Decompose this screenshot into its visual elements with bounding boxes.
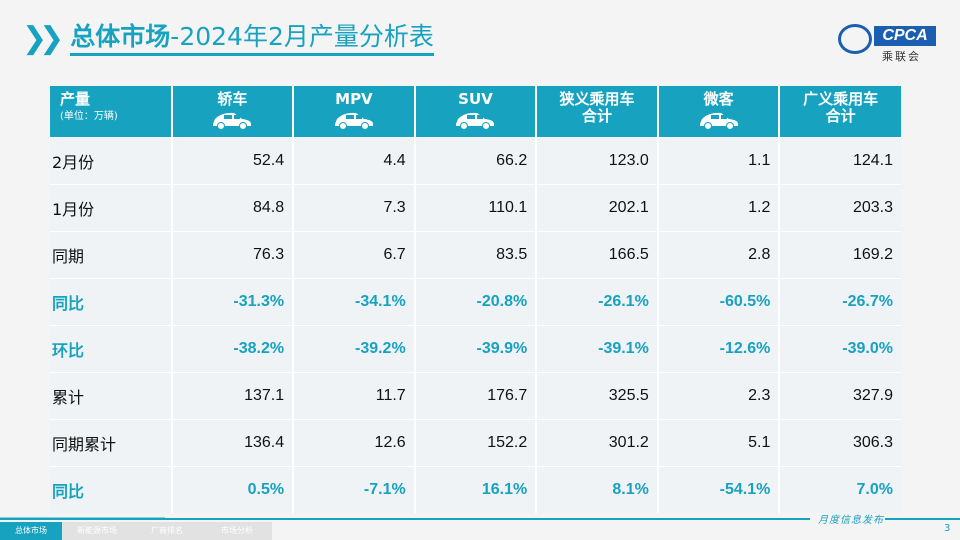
row-label: 同比 — [50, 466, 172, 513]
table-cell: 16.1% — [413, 466, 537, 513]
table-cell: -26.7% — [778, 278, 901, 326]
mpv-icon — [294, 110, 414, 130]
table-row: 累计 137.1 11.7 176.7 325.5 2.3 327.9 — [50, 372, 901, 420]
table-cell: -38.2% — [170, 325, 294, 373]
title-rest: -2024年2月产量分析表 — [170, 22, 434, 51]
table-cell: 6.7 — [292, 231, 415, 279]
table-cell: -26.1% — [535, 278, 658, 326]
table-cell: 152.2 — [413, 419, 537, 467]
publish-label: 月度信息发布 — [818, 515, 884, 526]
title-bold: 总体市场 — [70, 22, 171, 51]
table-cell: -39.9% — [413, 325, 537, 373]
suv-icon — [416, 110, 536, 130]
table-cell: 76.3 — [170, 231, 294, 279]
table-row: 同比 -31.3% -34.1% -20.8% -26.1% -60.5% -26.7% — [50, 278, 901, 326]
row-label: 同比 — [50, 278, 172, 326]
table-row: 环比 -38.2% -39.2% -39.9% -39.1% -12.6% -39.0% — [50, 325, 901, 373]
footer-tab[interactable]: 总体市场 — [0, 522, 62, 540]
production-table: 产量 (单位：万辆) 轿车 MPV SUV 狭义乘用车 合计 微客 广义乘用车 合计 2月份… — [50, 86, 901, 513]
column-header: MPV — [292, 86, 415, 138]
row-label: 同期累计 — [50, 419, 172, 467]
table-cell: 123.0 — [535, 137, 658, 185]
footer-tab[interactable]: 厂商排名 — [132, 522, 202, 540]
table-cell: 137.1 — [170, 372, 294, 420]
row-label: 环比 — [50, 325, 172, 373]
table-cell: 4.4 — [292, 137, 415, 185]
table-cell: 7.3 — [292, 184, 415, 232]
table-cell: -39.0% — [778, 325, 901, 373]
column-header: 广义乘用车 合计 — [778, 86, 901, 138]
table-cell: -31.3% — [170, 278, 294, 326]
table-cell: 202.1 — [535, 184, 658, 232]
table-cell: 306.3 — [778, 419, 901, 467]
footer-tab[interactable]: 市场分析 — [202, 522, 272, 540]
table-cell: 325.5 — [535, 372, 658, 420]
minivan-icon — [659, 110, 779, 130]
table-cell: 83.5 — [413, 231, 537, 279]
corner-header: 产量 (单位：万辆) — [50, 86, 172, 138]
row-label: 累计 — [50, 372, 172, 420]
table-cell: -7.1% — [292, 466, 415, 513]
table-cell: -12.6% — [656, 325, 780, 373]
column-header: 微客 — [656, 86, 780, 138]
table-cell: -34.1% — [292, 278, 415, 326]
table-cell: 1.2 — [656, 184, 780, 232]
column-header: SUV — [413, 86, 537, 138]
table-cell: 12.6 — [292, 419, 415, 467]
sedan-icon — [173, 110, 293, 130]
page-title: ❯❯ 总体市场-2024年2月产量分析表 — [22, 22, 434, 56]
table-row: 同比 0.5% -7.1% 16.1% 8.1% -54.1% 7.0% — [50, 466, 901, 513]
cpca-logo: CPCA 乘联会 — [838, 22, 938, 63]
table-cell: 7.0% — [778, 466, 901, 513]
table-row: 同期累计 136.4 12.6 152.2 301.2 5.1 306.3 — [50, 419, 901, 467]
table-cell: 169.2 — [778, 231, 901, 279]
column-header: 轿车 — [170, 86, 294, 138]
page-number: 3 — [944, 523, 951, 534]
divider — [0, 518, 810, 520]
footer-tab[interactable]: 新能源市场 — [62, 522, 132, 540]
table-cell: 5.1 — [656, 419, 780, 467]
double-chevron-icon: ❯❯ — [22, 21, 64, 56]
table-cell: -54.1% — [656, 466, 780, 513]
table-cell: 2.3 — [656, 372, 780, 420]
table-cell: 0.5% — [170, 466, 294, 513]
table-cell: 124.1 — [778, 137, 901, 185]
footer-tabs: 总体市场 新能源市场 厂商排名 市场分析 — [0, 522, 272, 540]
table-cell: 66.2 — [413, 137, 537, 185]
table-cell: 301.2 — [535, 419, 658, 467]
table-row: 2月份 52.4 4.4 66.2 123.0 1.1 124.1 — [50, 137, 901, 185]
row-label: 2月份 — [50, 137, 172, 185]
table-cell: 84.8 — [170, 184, 294, 232]
table-cell: 176.7 — [413, 372, 537, 420]
table-cell: 327.9 — [778, 372, 901, 420]
table-cell: 203.3 — [778, 184, 901, 232]
table-cell: 110.1 — [413, 184, 537, 232]
table-cell: 166.5 — [535, 231, 658, 279]
table-cell: -60.5% — [656, 278, 780, 326]
table-cell: -39.1% — [535, 325, 658, 373]
table-row: 1月份 84.8 7.3 110.1 202.1 1.2 203.3 — [50, 184, 901, 232]
table-row: 同期 76.3 6.7 83.5 166.5 2.8 169.2 — [50, 231, 901, 279]
column-header: 狭义乘用车 合计 — [535, 86, 658, 138]
table-cell: 11.7 — [292, 372, 415, 420]
table-cell: -20.8% — [413, 278, 537, 326]
table-cell: 52.4 — [170, 137, 294, 185]
table-cell: 1.1 — [656, 137, 780, 185]
table-cell: 8.1% — [535, 466, 658, 513]
table-cell: 136.4 — [170, 419, 294, 467]
row-label: 同期 — [50, 231, 172, 279]
table-cell: -39.2% — [292, 325, 415, 373]
table-cell: 2.8 — [656, 231, 780, 279]
row-label: 1月份 — [50, 184, 172, 232]
